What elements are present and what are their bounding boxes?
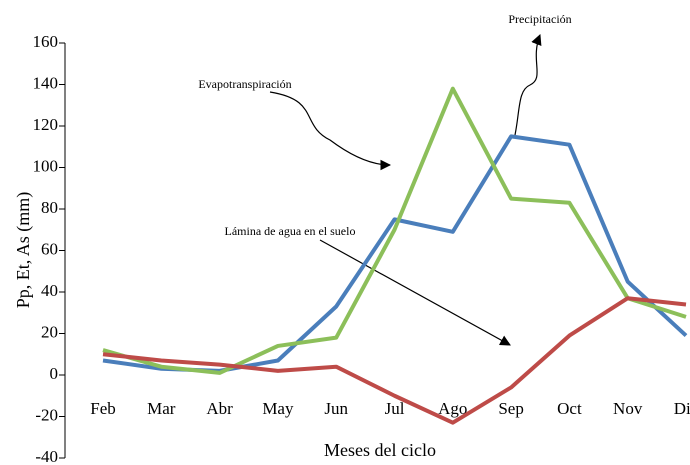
y-tick-label: 100 [33,156,59,175]
y-tick-label: 0 [50,364,59,383]
x-tick-label: Mar [147,399,176,418]
arrow [319,239,511,346]
series-line [102,86,687,375]
x-tick-label: Ago [438,399,467,418]
arrow [269,91,392,171]
y-tick-label: 80 [41,198,58,217]
x-tick-label: Jul [385,399,405,418]
y-tick-label: 120 [33,115,59,134]
annotation: Precipitación [508,12,571,26]
x-tick-label: Jun [324,399,348,418]
y-tick-label: -20 [35,405,58,424]
y-axis-label: Pp, Et, As (mm) [13,192,34,309]
y-tick-label: 60 [41,239,58,258]
annotation: Lámina de agua en el suelo [225,224,356,238]
x-tick-label: Oct [557,399,582,418]
y-tick-label: 140 [33,73,59,92]
x-tick-label: Sep [498,399,524,418]
series-line [102,296,687,425]
y-tick-label: -40 [35,447,58,465]
x-tick-label: May [262,399,294,418]
x-tick-label: Dic [674,399,690,418]
arrow [514,33,542,136]
x-tick-label: Abr [206,399,233,418]
y-tick-label: 20 [41,322,58,341]
annotation: Evapotranspiración [198,77,291,91]
x-axis-label: Meses del ciclo [324,440,436,460]
y-tick-label: 40 [41,281,58,300]
y-tick-label: 160 [33,32,59,51]
x-tick-label: Feb [90,399,116,418]
x-tick-label: Nov [613,399,643,418]
